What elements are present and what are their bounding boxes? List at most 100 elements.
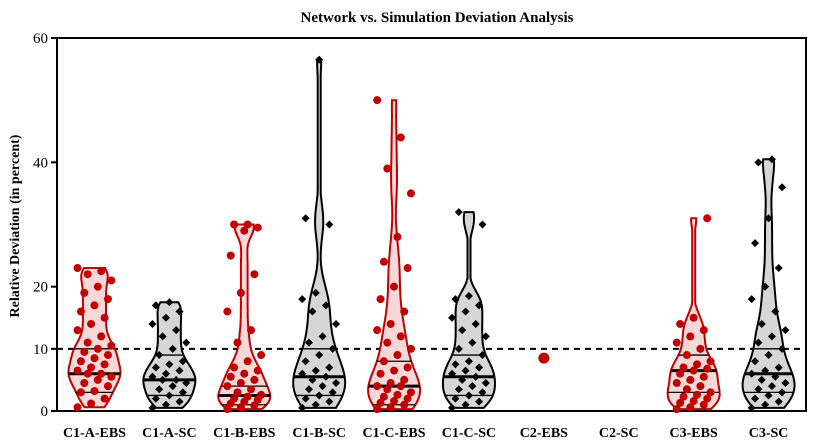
data-point (764, 214, 773, 223)
data-point (461, 366, 470, 375)
data-point (301, 214, 310, 223)
data-point (325, 220, 334, 229)
data-point (481, 332, 490, 341)
data-point (767, 332, 776, 341)
data-point (400, 400, 409, 409)
data-point (386, 319, 395, 328)
data-point (103, 351, 112, 360)
x-tick-label: C2-EBS (520, 426, 568, 441)
x-tick-label: C1-A-SC (142, 426, 196, 441)
data-point (178, 357, 187, 366)
data-point (90, 354, 99, 363)
data-point (475, 301, 484, 310)
data-point (161, 313, 170, 322)
data-point (393, 351, 402, 360)
data-point (100, 360, 109, 369)
data-point (393, 232, 402, 241)
data-point (754, 158, 763, 167)
data-point (400, 307, 409, 316)
data-point (325, 397, 334, 406)
data-point (168, 344, 177, 353)
data-point (253, 223, 262, 232)
data-point (328, 388, 337, 397)
data-point (373, 96, 382, 105)
y-axis-label: Relative Deviation (in percent) (8, 134, 23, 317)
data-point (97, 369, 106, 378)
data-point (689, 313, 698, 322)
data-point (454, 208, 463, 217)
data-point (298, 369, 307, 378)
data-point (257, 351, 266, 360)
data-point (182, 379, 191, 388)
data-point (311, 400, 320, 409)
data-point (73, 403, 82, 412)
x-tick-label: C3-SC (749, 426, 789, 441)
data-point (308, 375, 317, 384)
data-point (107, 372, 116, 381)
data-point (451, 394, 460, 403)
data-point (693, 360, 702, 369)
data-point (751, 394, 760, 403)
data-point (73, 366, 82, 375)
data-point (461, 307, 470, 316)
data-point (679, 363, 688, 372)
data-point (107, 341, 116, 350)
data-point (396, 382, 405, 391)
data-point (158, 332, 167, 341)
data-point (686, 375, 695, 384)
data-point (161, 369, 170, 378)
data-point (90, 387, 99, 396)
data-point (757, 319, 766, 328)
data-point (73, 264, 82, 273)
data-point (761, 282, 770, 291)
x-tick-label: C1-C-EBS (363, 426, 426, 441)
data-point (754, 338, 763, 347)
data-point (771, 307, 780, 316)
data-point (103, 295, 112, 304)
data-point (767, 382, 776, 391)
data-point (403, 394, 412, 403)
data-point (379, 357, 388, 366)
data-point (332, 379, 341, 388)
data-point (751, 357, 760, 366)
data-point (100, 313, 109, 322)
violin-body (67, 267, 122, 409)
x-tick-label: C1-C-SC (442, 426, 496, 441)
data-point (676, 398, 685, 407)
data-point (396, 332, 405, 341)
data-point (778, 183, 787, 192)
data-point (247, 385, 256, 394)
data-point (155, 385, 164, 394)
data-point (325, 363, 334, 372)
data-point (80, 288, 89, 297)
plot-frame (56, 37, 807, 412)
data-point (468, 338, 477, 347)
data-point (764, 391, 773, 400)
data-point (376, 369, 385, 378)
data-point (464, 391, 473, 400)
data-point (175, 307, 184, 316)
data-point (240, 226, 249, 235)
data-point (148, 372, 157, 381)
data-point (328, 344, 337, 353)
data-point (689, 397, 698, 406)
data-point (148, 403, 157, 412)
data-point (332, 319, 341, 328)
y-tick-label: 40 (33, 155, 48, 171)
data-point (774, 363, 783, 372)
data-point (240, 369, 249, 378)
data-point (226, 372, 235, 381)
data-point (679, 392, 688, 401)
data-point (475, 397, 484, 406)
data-point (781, 379, 790, 388)
data-point (165, 391, 174, 400)
data-point (774, 264, 783, 273)
data-point (247, 326, 256, 335)
data-point (706, 357, 715, 366)
data-point (751, 239, 760, 248)
data-point (305, 385, 314, 394)
data-point (376, 295, 385, 304)
data-point (703, 364, 712, 373)
x-tick-label: C1-B-EBS (213, 426, 275, 441)
data-point (757, 375, 766, 384)
